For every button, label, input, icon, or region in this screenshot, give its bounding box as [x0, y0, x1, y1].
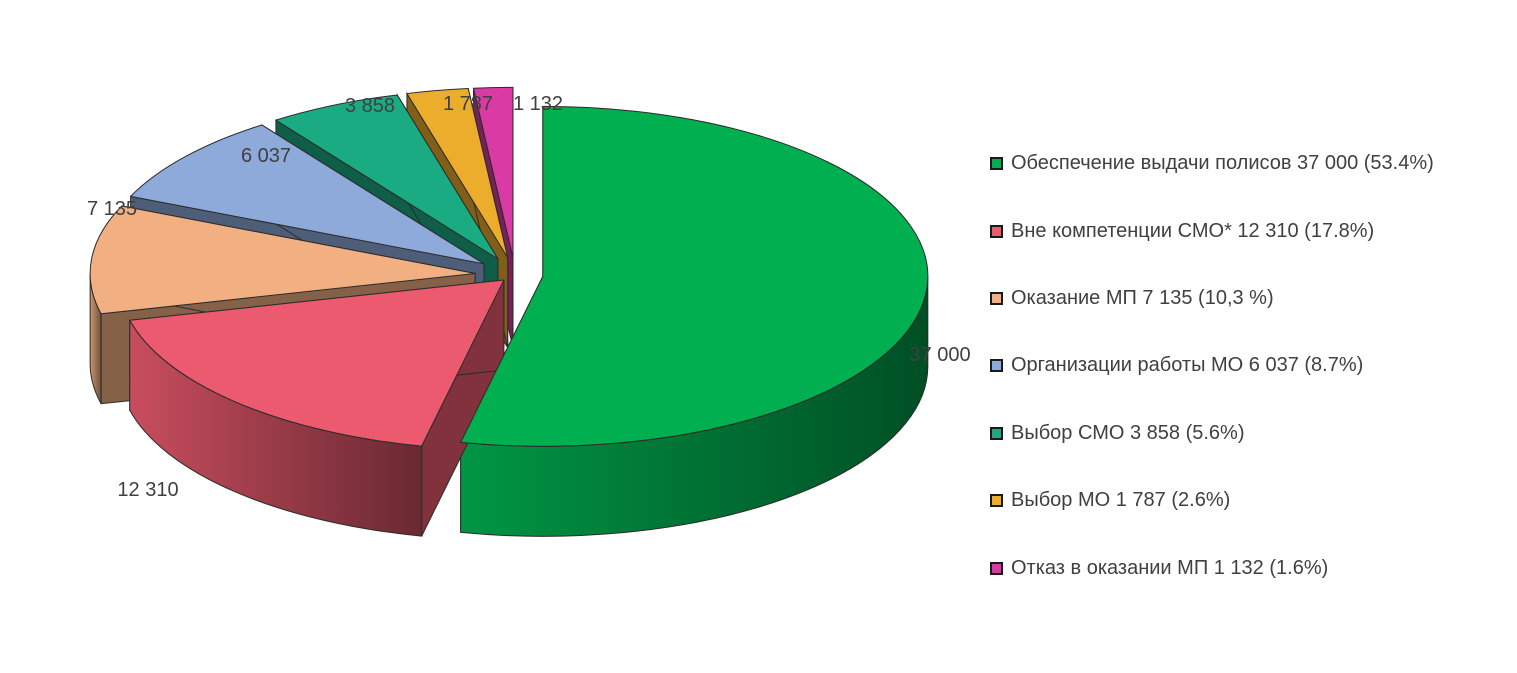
legend-item: Обеспечение выдачи полисов 37 000 (53.4%…	[990, 150, 1434, 176]
legend-swatch	[990, 156, 1003, 170]
legend-item: Вне компетенции СМО* 12 310 (17.8%)	[990, 218, 1374, 244]
pie-chart: 37 000 12 310 7 135 6 037 3 858 1 787 1 132	[87, 86, 971, 537]
data-label: 3 858	[345, 95, 395, 117]
data-label: 37 000	[909, 344, 970, 366]
pie-slice	[472, 86, 514, 258]
legend-item: Отказ в оказании МП 1 132 (1.6%)	[990, 555, 1328, 581]
legend-label: Обеспечение выдачи полисов 37 000 (53.4%…	[1011, 151, 1434, 174]
legend-item: Выбор МО 1 787 (2.6%)	[990, 487, 1230, 513]
legend-swatch	[990, 291, 1003, 305]
legend-item: Оказание МП 7 135 (10,3 %)	[990, 285, 1274, 311]
legend-label: Выбор МО 1 787 (2.6%)	[1011, 488, 1231, 511]
pie-slice	[274, 94, 499, 260]
legend-item: Выбор СМО 3 858 (5.6%)	[990, 420, 1244, 446]
pie-slice	[129, 124, 485, 265]
legend-label: Оказание МП 7 135 (10,3 %)	[1011, 286, 1274, 309]
data-label: 12 310	[117, 479, 178, 501]
pie-slice	[89, 205, 476, 315]
pie-slice	[406, 88, 509, 258]
pie-chart-svg: 37 000 12 310 7 135 6 037 3 858 1 787 1 132	[87, 86, 971, 537]
legend-label: Выбор СМО 3 858 (5.6%)	[1011, 421, 1245, 444]
legend-item: Организации работы МО 6 037 (8.7%)	[990, 352, 1363, 378]
legend-swatch	[990, 358, 1003, 372]
pie-slice	[128, 279, 505, 447]
legend: Обеспечение выдачи полисов 37 000 (53.4%…	[990, 0, 1510, 673]
data-label: 1 132	[513, 93, 563, 115]
legend-swatch	[990, 224, 1003, 238]
pie-slice	[459, 105, 929, 447]
data-label: 1 787	[443, 93, 493, 115]
data-label: 7 135	[87, 198, 137, 220]
legend-swatch	[990, 561, 1003, 575]
legend-swatch	[990, 426, 1003, 440]
legend-label: Вне компетенции СМО* 12 310 (17.8%)	[1011, 219, 1375, 242]
legend-label: Отказ в оказании МП 1 132 (1.6%)	[1011, 556, 1329, 579]
data-label: 6 037	[241, 145, 291, 167]
legend-swatch	[990, 493, 1003, 507]
legend-label: Организации работы МО 6 037 (8.7%)	[1011, 353, 1364, 376]
